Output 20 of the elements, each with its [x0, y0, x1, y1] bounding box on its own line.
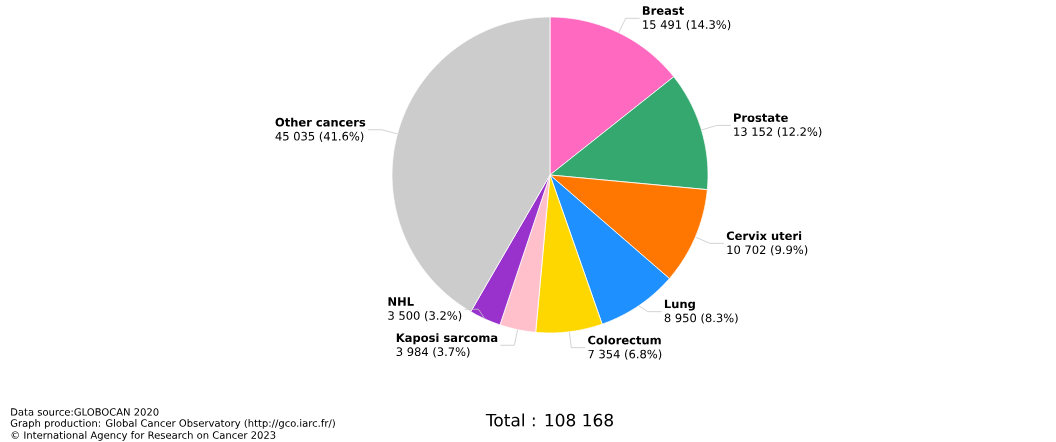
data-label: 8 950 (8.3%) [664, 313, 738, 324]
slice-label: NHL [388, 297, 414, 306]
source-note: Data source:GLOBOCAN 2020 [11, 408, 159, 416]
data-label: 10 702 (9.9%) [727, 245, 808, 256]
slice-label: Colorectum [588, 335, 661, 345]
slice-label: Cervix uteri [726, 231, 802, 241]
data-label: 45 035 (41.6%) [275, 131, 364, 142]
slice-label: Other cancers [275, 117, 366, 127]
slice-label: Prostate [734, 113, 788, 122]
slice-label: Kaposi sarcoma [396, 333, 498, 345]
text: © International Agency for Research on Cancer 2023 [11, 431, 276, 441]
data-label: 7 354 (6.8%) [588, 349, 662, 360]
slice-label: Breast [642, 6, 684, 15]
data-label: 13 152 (12.2%) [734, 127, 822, 138]
data-label: 15 491 (14.3%) [643, 20, 731, 31]
slice-label: Lung [664, 299, 695, 311]
data-label: 3 984 (3.7%) [396, 347, 470, 358]
text: Total : 108 168 [485, 413, 613, 427]
text: Graph production: Global Cancer Observatory (http://gco.iarc.fr/) [10, 419, 335, 429]
data-label: 3 500 (3.2%) [388, 311, 462, 322]
